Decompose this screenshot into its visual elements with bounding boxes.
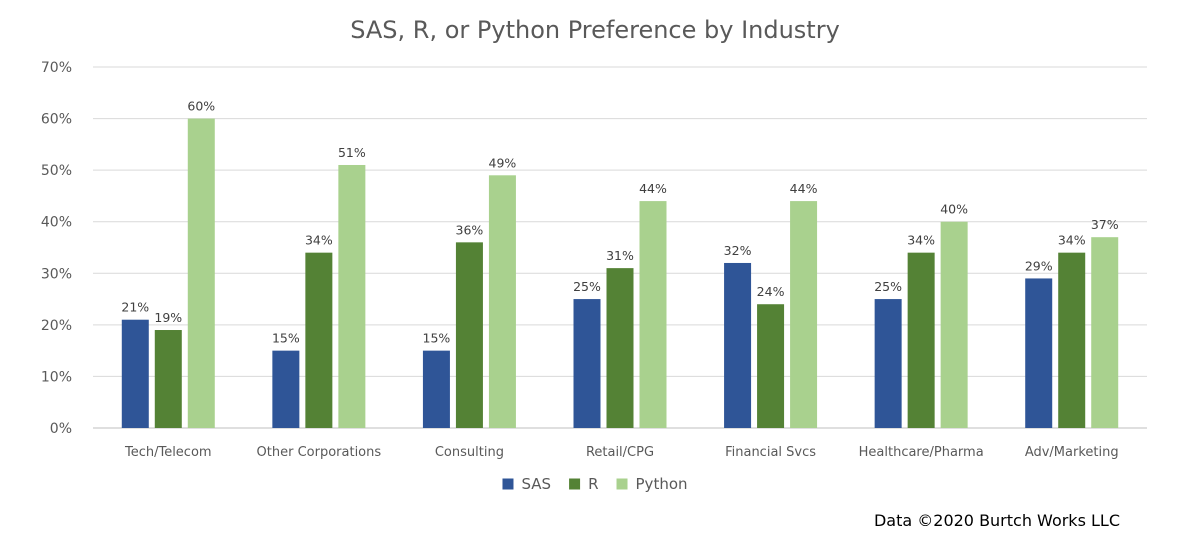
- legend-swatch-python: [616, 478, 628, 490]
- x-tick-label: Retail/CPG: [586, 445, 654, 460]
- bar-python-retail-cpg: [639, 201, 667, 428]
- bar-sas-financial-svcs: [724, 262, 752, 428]
- x-tick-label: Adv/Marketing: [1025, 445, 1119, 460]
- x-tick-label: Financial Svcs: [725, 445, 816, 460]
- data-label-r-other-corporations: 34%: [305, 233, 333, 248]
- data-label-r-adv-marketing: 34%: [1058, 233, 1086, 248]
- data-label-python-retail-cpg: 44%: [639, 181, 667, 196]
- bar-python-tech-telecom: [187, 118, 215, 429]
- data-label-python-healthcare-pharma: 40%: [940, 202, 968, 217]
- legend-swatch-sas: [502, 478, 514, 490]
- data-label-r-healthcare-pharma: 34%: [907, 233, 935, 248]
- bar-python-healthcare-pharma: [940, 221, 968, 428]
- data-labels: 21% 19% 60% 15% 34% 51% 15% 36% 49% 25% 31% 44% 32% 2…: [121, 99, 1118, 346]
- bar-python-other-corporations: [338, 164, 366, 428]
- data-label-sas-retail-cpg: 25%: [573, 279, 601, 294]
- bar-python-adv-marketing: [1091, 237, 1119, 428]
- data-label-r-tech-telecom: 19%: [154, 310, 182, 325]
- bar-r-consulting: [455, 242, 483, 428]
- y-tick-label: 50%: [41, 163, 72, 179]
- data-label-r-financial-svcs: 24%: [757, 284, 785, 299]
- data-label-python-other-corporations: 51%: [338, 145, 366, 160]
- y-tick-label: 40%: [41, 215, 72, 231]
- legend-label-python: Python: [636, 475, 688, 493]
- data-label-python-tech-telecom: 60%: [187, 99, 215, 114]
- y-tick-label: 10%: [41, 369, 72, 385]
- data-label-sas-tech-telecom: 21%: [121, 300, 149, 315]
- y-tick-label: 20%: [41, 318, 72, 334]
- x-axis-categories: Tech/Telecom Other Corporations Consulting…: [124, 445, 1119, 460]
- y-tick-label: 0%: [50, 421, 72, 437]
- data-label-sas-consulting: 15%: [423, 331, 451, 346]
- bar-python-consulting: [488, 175, 516, 428]
- x-tick-label: Consulting: [435, 445, 504, 460]
- bar-r-retail-cpg: [606, 268, 634, 428]
- bar-sas-healthcare-pharma: [874, 299, 902, 428]
- bar-r-healthcare-pharma: [907, 252, 935, 428]
- data-label-sas-adv-marketing: 29%: [1025, 258, 1053, 273]
- bar-r-financial-svcs: [757, 304, 785, 428]
- bar-r-tech-telecom: [154, 330, 182, 428]
- bar-sas-consulting: [422, 350, 450, 428]
- data-label-python-consulting: 49%: [489, 155, 517, 170]
- legend-label-sas: SAS: [521, 475, 551, 493]
- legend-swatch-r: [569, 478, 581, 490]
- data-label-sas-healthcare-pharma: 25%: [874, 279, 902, 294]
- y-tick-label: 60%: [41, 112, 72, 128]
- bar-python-financial-svcs: [790, 201, 818, 428]
- bar-sas-other-corporations: [272, 350, 300, 428]
- bar-sas-tech-telecom: [121, 319, 149, 428]
- y-axis-ticks: 0% 10% 20% 30% 40% 50% 60% 70%: [41, 60, 72, 437]
- data-label-sas-financial-svcs: 32%: [724, 243, 752, 258]
- bar-r-adv-marketing: [1058, 252, 1086, 428]
- x-tick-label: Healthcare/Pharma: [859, 445, 984, 460]
- data-label-sas-other-corporations: 15%: [272, 331, 300, 346]
- data-label-r-retail-cpg: 31%: [606, 248, 634, 263]
- data-label-r-consulting: 36%: [456, 222, 484, 237]
- y-tick-label: 30%: [41, 266, 72, 282]
- chart-title: SAS, R, or Python Preference by Industry: [350, 16, 840, 44]
- x-tick-label: Tech/Telecom: [124, 445, 212, 460]
- x-tick-label: Other Corporations: [257, 445, 382, 460]
- bar-sas-adv-marketing: [1025, 278, 1053, 428]
- bar-r-other-corporations: [305, 252, 333, 428]
- data-label-python-financial-svcs: 44%: [790, 181, 818, 196]
- source-note: Data ©2020 Burtch Works LLC: [874, 511, 1120, 530]
- y-tick-label: 70%: [41, 60, 72, 76]
- bar-sas-retail-cpg: [573, 299, 601, 428]
- data-label-python-adv-marketing: 37%: [1091, 217, 1119, 232]
- legend: SAS R Python: [502, 475, 688, 493]
- legend-label-r: R: [588, 475, 598, 493]
- bars: [121, 118, 1119, 429]
